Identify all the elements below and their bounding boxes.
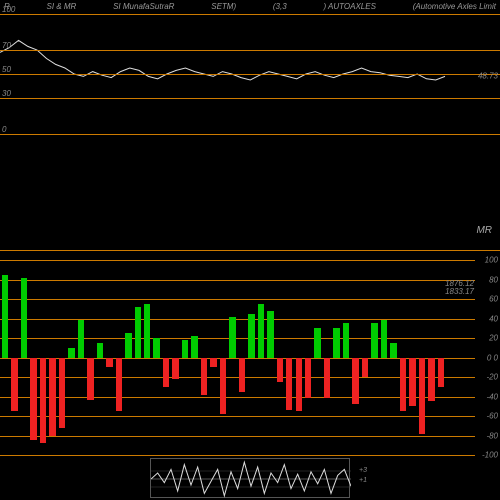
gridline xyxy=(0,50,500,51)
histogram-bar xyxy=(400,358,406,412)
histogram-bar xyxy=(296,358,302,412)
current-value: 48.73 xyxy=(478,71,498,80)
gridline xyxy=(0,416,475,417)
histogram-bar xyxy=(97,343,103,358)
histogram-bar xyxy=(78,320,84,357)
gridline xyxy=(0,280,475,281)
axis-label: 100 xyxy=(2,5,32,14)
histogram-bar xyxy=(144,304,150,358)
gridline xyxy=(0,98,500,99)
header-item: SI MunafaSutraR xyxy=(113,2,174,12)
gridline xyxy=(0,338,475,339)
histogram-bar xyxy=(30,358,36,441)
histogram-bar xyxy=(362,358,368,378)
axis-label: -20 xyxy=(486,373,498,382)
gridline xyxy=(0,436,475,437)
mr-label: MR xyxy=(476,225,492,236)
histogram-bar xyxy=(381,320,387,357)
histogram-bar xyxy=(182,340,188,358)
histogram-bar xyxy=(116,358,122,412)
mini-label-2: +1 xyxy=(359,477,367,484)
histogram-bar xyxy=(163,358,169,387)
histogram-bar xyxy=(277,358,283,382)
axis-label: 0 0 xyxy=(487,353,498,362)
axis-label: 70 xyxy=(2,41,32,50)
axis-label: -60 xyxy=(486,412,498,421)
histogram-bar xyxy=(172,358,178,379)
axis-label: 60 xyxy=(489,295,498,304)
header-item: ) AUTOAXLES xyxy=(323,2,375,12)
gridline xyxy=(0,260,475,261)
histogram-bar xyxy=(239,358,245,392)
header-item: SETM) xyxy=(211,2,236,12)
histogram-bar xyxy=(40,358,46,444)
axis-label: 80 xyxy=(489,275,498,284)
histogram-bar xyxy=(248,314,254,358)
histogram-bar xyxy=(333,328,339,357)
gridline xyxy=(0,74,500,75)
histogram-bar xyxy=(11,358,17,412)
histogram-bar xyxy=(390,343,396,358)
histogram-bar xyxy=(21,278,27,358)
histogram-bar xyxy=(153,338,159,358)
gridline xyxy=(0,299,475,300)
mini-label-1: +3 xyxy=(359,467,367,474)
gridline xyxy=(0,319,475,320)
histogram-bar xyxy=(438,358,444,387)
histogram-bar xyxy=(419,358,425,434)
header-item: (Automotive Axles Limit xyxy=(413,2,496,12)
header-item: SI & MR xyxy=(47,2,77,12)
axis-label: -100 xyxy=(482,451,498,460)
axis-label: 50 xyxy=(2,65,32,74)
gridline xyxy=(0,14,500,15)
histogram-bar xyxy=(267,311,273,358)
histogram-bar xyxy=(371,323,377,357)
mini-oscillator xyxy=(151,459,351,499)
axis-label: -40 xyxy=(486,392,498,401)
rsi-panel: 030507010048.73 xyxy=(0,14,500,134)
histogram-bar xyxy=(409,358,415,407)
axis-label: 30 xyxy=(2,89,32,98)
histogram-bar xyxy=(49,358,55,436)
histogram-bar xyxy=(106,358,112,368)
histogram-bar xyxy=(428,358,434,402)
histogram-bar xyxy=(314,328,320,357)
gridline xyxy=(0,455,475,456)
mid-panel: MR xyxy=(0,155,500,255)
histogram-bar xyxy=(258,304,264,358)
axis-label: 100 xyxy=(485,256,498,265)
histogram-bar xyxy=(343,323,349,357)
histogram-bar xyxy=(286,358,292,411)
mini-oscillator-panel: +3 +1 xyxy=(150,458,350,498)
histogram-bar xyxy=(135,307,141,358)
histogram-bar xyxy=(191,336,197,357)
histogram-bar xyxy=(201,358,207,395)
histogram-bar xyxy=(59,358,65,428)
axis-label: 0 xyxy=(2,125,32,134)
axis-label: 40 xyxy=(489,314,498,323)
mid-gridline xyxy=(0,250,500,251)
histogram-bar xyxy=(324,358,330,399)
histogram-bar xyxy=(2,275,8,358)
histogram-bar xyxy=(87,358,93,401)
histogram-bar xyxy=(220,358,226,415)
price-label-2: 1833.17 xyxy=(445,287,474,296)
histogram-bar xyxy=(68,348,74,358)
histogram-bar xyxy=(210,358,216,368)
axis-label: -80 xyxy=(486,431,498,440)
bar-panel: 1876.12 1833.17 -100-80-60-40-200 020406… xyxy=(0,260,500,455)
chart-header: R SI & MR SI MunafaSutraR SETM) (3,3 ) A… xyxy=(0,0,500,14)
header-item: (3,3 xyxy=(273,2,287,12)
histogram-bar xyxy=(352,358,358,405)
histogram-bar xyxy=(305,358,311,399)
axis-label: 20 xyxy=(489,334,498,343)
histogram-bar xyxy=(125,333,131,357)
histogram-bar xyxy=(229,317,235,358)
gridline xyxy=(0,134,500,135)
